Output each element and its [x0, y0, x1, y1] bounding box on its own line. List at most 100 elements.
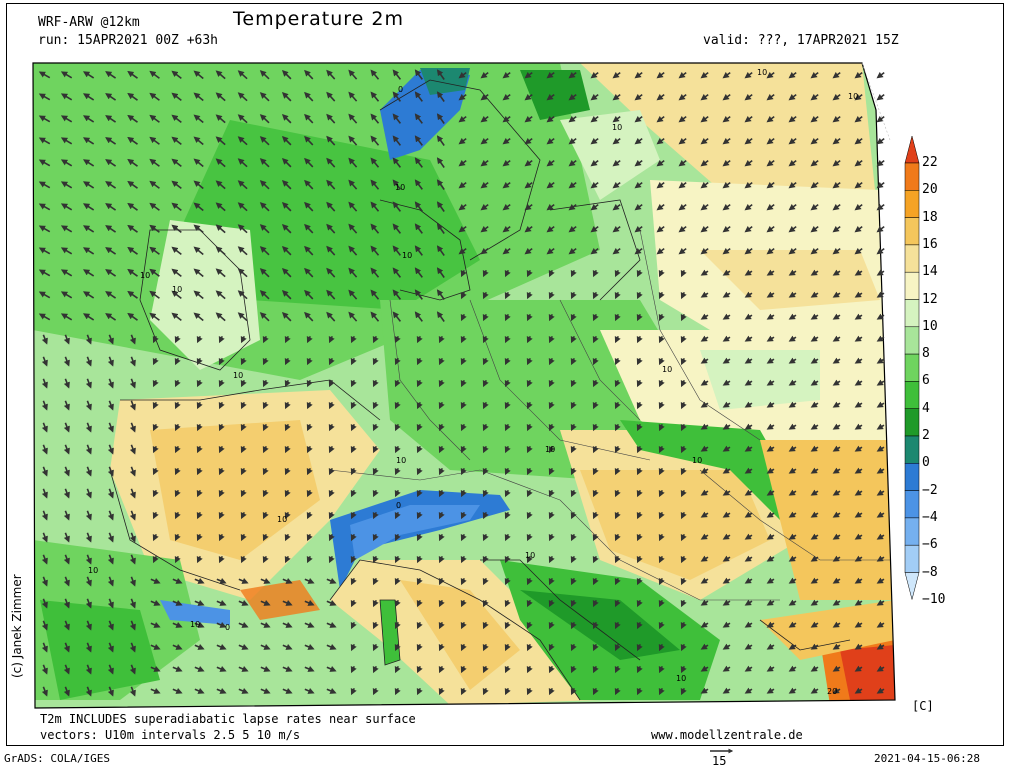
wind-vector: [460, 687, 467, 696]
wind-vector: [350, 665, 357, 674]
colorbar-level-label: 16: [922, 236, 938, 252]
wind-vector: [570, 269, 577, 278]
wind-vector: [105, 269, 117, 277]
wind-vector: [60, 181, 73, 189]
wind-vector: [326, 245, 336, 256]
wind-vector: [876, 423, 885, 430]
wind-vector: [722, 445, 731, 452]
wind-vector: [876, 599, 885, 606]
wind-vector: [526, 687, 533, 696]
wind-vector: [460, 511, 467, 520]
wind-vector: [215, 290, 226, 300]
wind-vector: [282, 621, 293, 628]
wind-vector: [63, 466, 70, 477]
wind-vector: [480, 225, 489, 233]
wind-vector: [634, 181, 643, 189]
wind-vector: [482, 291, 489, 300]
wind-vector: [612, 93, 621, 101]
wind-vector: [438, 511, 445, 520]
wind-vector: [414, 311, 423, 322]
wind-vector: [766, 357, 775, 364]
wind-vector: [85, 598, 92, 609]
wind-vector: [105, 181, 117, 189]
wind-vector: [60, 269, 73, 277]
wind-vector: [810, 401, 819, 408]
wind-vector: [722, 159, 731, 167]
contour-label: 20: [827, 687, 837, 696]
wind-vector: [194, 643, 205, 650]
contour-label: 10: [190, 620, 200, 629]
wind-vector: [744, 247, 753, 255]
wind-vector: [832, 247, 841, 255]
wind-vector: [854, 665, 863, 672]
wind-vector: [129, 686, 136, 697]
wind-vector: [215, 114, 226, 124]
wind-vector: [41, 532, 48, 543]
wind-vector: [482, 489, 489, 498]
wind-vector: [680, 379, 687, 388]
wind-vector: [680, 401, 687, 410]
wind-vector: [171, 224, 182, 234]
wind-vector: [766, 203, 775, 211]
wind-vector: [678, 247, 687, 255]
wind-vector: [744, 115, 753, 123]
wind-vector: [60, 159, 73, 167]
wind-vector: [458, 159, 467, 167]
wind-vector: [262, 379, 269, 388]
wind-vector: [215, 70, 226, 80]
wind-vector: [766, 665, 775, 672]
wind-vector: [788, 665, 797, 672]
wind-vector: [614, 577, 621, 586]
wind-vector: [284, 379, 291, 388]
wind-vector: [458, 247, 467, 255]
wind-vector: [744, 577, 753, 584]
wind-vector: [171, 136, 182, 146]
wind-vector: [482, 577, 489, 586]
wind-vector: [63, 686, 70, 697]
wind-vector: [38, 225, 51, 233]
wind-vector: [348, 113, 358, 124]
wind-vector: [82, 203, 95, 211]
colorbar-swatch: [904, 517, 920, 546]
wind-vector: [810, 511, 819, 518]
wind-vector: [438, 379, 445, 388]
wind-vector: [41, 510, 48, 521]
wind-vector: [480, 181, 489, 189]
wind-vector: [854, 445, 863, 452]
wind-vector: [504, 511, 511, 520]
wind-vector: [656, 71, 665, 79]
wind-vector: [766, 159, 775, 167]
wind-vector: [810, 269, 819, 276]
wind-vector: [348, 69, 358, 80]
wind-vector: [350, 379, 357, 388]
wind-vector: [680, 599, 687, 608]
wind-vector: [41, 378, 48, 389]
wind-vector: [152, 533, 159, 542]
wind-vector: [416, 533, 423, 542]
wind-vector: [502, 93, 511, 101]
wind-vector: [414, 179, 423, 190]
wind-vector: [788, 401, 797, 408]
wind-vector: [788, 533, 797, 540]
contour-label: 10: [277, 515, 287, 524]
wind-vector: [504, 445, 511, 454]
wind-vector: [394, 533, 401, 542]
wind-vector: [766, 423, 775, 430]
wind-vector: [127, 136, 138, 145]
wind-vector: [127, 180, 138, 189]
wind-vector: [350, 687, 357, 696]
wind-vector: [171, 92, 182, 102]
colorbar-swatch: [904, 244, 920, 273]
wind-vector: [504, 269, 511, 278]
wind-vector: [348, 179, 358, 190]
wind-vector: [526, 335, 533, 344]
wind-vector: [193, 312, 204, 322]
wind-vector: [810, 181, 819, 189]
wind-vector: [129, 466, 136, 477]
wind-vector: [592, 467, 599, 476]
wind-vector: [570, 665, 577, 674]
contour-label: 10: [676, 674, 686, 683]
wind-vector: [636, 643, 643, 652]
wind-vector: [788, 137, 797, 145]
wind-vector: [237, 180, 248, 190]
